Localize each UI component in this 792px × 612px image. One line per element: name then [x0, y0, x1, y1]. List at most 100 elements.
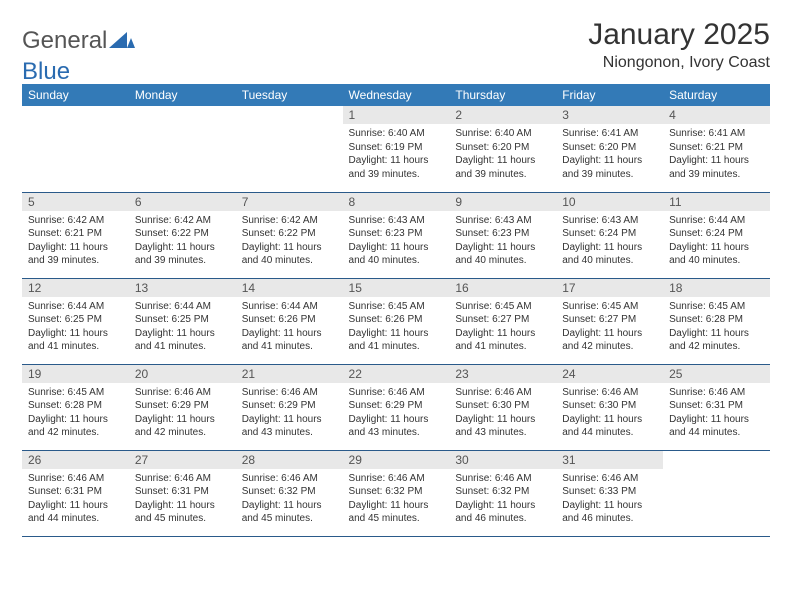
day-number: 9 [449, 193, 556, 211]
calendar-header-row: SundayMondayTuesdayWednesdayThursdayFrid… [22, 84, 770, 106]
day-details: Sunrise: 6:44 AMSunset: 6:25 PMDaylight:… [129, 297, 236, 358]
day-details: Sunrise: 6:43 AMSunset: 6:23 PMDaylight:… [343, 211, 450, 272]
day-number: 2 [449, 106, 556, 124]
calendar-cell: 3Sunrise: 6:41 AMSunset: 6:20 PMDaylight… [556, 106, 663, 192]
calendar-cell: 30Sunrise: 6:46 AMSunset: 6:32 PMDayligh… [449, 450, 556, 536]
calendar-cell [22, 106, 129, 192]
calendar-cell: 23Sunrise: 6:46 AMSunset: 6:30 PMDayligh… [449, 364, 556, 450]
calendar-cell: 2Sunrise: 6:40 AMSunset: 6:20 PMDaylight… [449, 106, 556, 192]
calendar-cell: 13Sunrise: 6:44 AMSunset: 6:25 PMDayligh… [129, 278, 236, 364]
day-details: Sunrise: 6:46 AMSunset: 6:32 PMDaylight:… [343, 469, 450, 530]
day-number: 21 [236, 365, 343, 383]
calendar-cell: 15Sunrise: 6:45 AMSunset: 6:26 PMDayligh… [343, 278, 450, 364]
calendar-cell: 26Sunrise: 6:46 AMSunset: 6:31 PMDayligh… [22, 450, 129, 536]
weekday-header: Thursday [449, 84, 556, 106]
calendar-body: 1Sunrise: 6:40 AMSunset: 6:19 PMDaylight… [22, 106, 770, 536]
calendar-cell: 5Sunrise: 6:42 AMSunset: 6:21 PMDaylight… [22, 192, 129, 278]
day-number: 19 [22, 365, 129, 383]
calendar-cell [129, 106, 236, 192]
weekday-header: Sunday [22, 84, 129, 106]
calendar-cell: 17Sunrise: 6:45 AMSunset: 6:27 PMDayligh… [556, 278, 663, 364]
day-details: Sunrise: 6:46 AMSunset: 6:32 PMDaylight:… [449, 469, 556, 530]
day-details: Sunrise: 6:46 AMSunset: 6:30 PMDaylight:… [449, 383, 556, 444]
day-number: 4 [663, 106, 770, 124]
day-details: Sunrise: 6:45 AMSunset: 6:26 PMDaylight:… [343, 297, 450, 358]
calendar-row: 19Sunrise: 6:45 AMSunset: 6:28 PMDayligh… [22, 364, 770, 450]
day-details: Sunrise: 6:46 AMSunset: 6:29 PMDaylight:… [129, 383, 236, 444]
calendar-cell [236, 106, 343, 192]
logo-text-2: Blue [22, 58, 70, 86]
day-number: 12 [22, 279, 129, 297]
calendar-cell: 4Sunrise: 6:41 AMSunset: 6:21 PMDaylight… [663, 106, 770, 192]
day-details: Sunrise: 6:46 AMSunset: 6:32 PMDaylight:… [236, 469, 343, 530]
calendar-cell [663, 450, 770, 536]
day-details: Sunrise: 6:45 AMSunset: 6:28 PMDaylight:… [22, 383, 129, 444]
calendar-cell: 25Sunrise: 6:46 AMSunset: 6:31 PMDayligh… [663, 364, 770, 450]
day-details: Sunrise: 6:41 AMSunset: 6:20 PMDaylight:… [556, 124, 663, 185]
day-number: 23 [449, 365, 556, 383]
calendar-cell: 9Sunrise: 6:43 AMSunset: 6:23 PMDaylight… [449, 192, 556, 278]
calendar-cell: 22Sunrise: 6:46 AMSunset: 6:29 PMDayligh… [343, 364, 450, 450]
day-number: 3 [556, 106, 663, 124]
calendar-cell: 1Sunrise: 6:40 AMSunset: 6:19 PMDaylight… [343, 106, 450, 192]
day-number: 27 [129, 451, 236, 469]
day-number: 14 [236, 279, 343, 297]
calendar-cell: 31Sunrise: 6:46 AMSunset: 6:33 PMDayligh… [556, 450, 663, 536]
weekday-header: Friday [556, 84, 663, 106]
day-details: Sunrise: 6:41 AMSunset: 6:21 PMDaylight:… [663, 124, 770, 185]
day-number: 13 [129, 279, 236, 297]
page-header: General January 2025 Niongonon, Ivory Co… [22, 18, 770, 72]
logo-icon [109, 26, 135, 55]
title-block: January 2025 Niongonon, Ivory Coast [588, 18, 770, 72]
logo-text-1: General [22, 27, 107, 55]
calendar-cell: 19Sunrise: 6:45 AMSunset: 6:28 PMDayligh… [22, 364, 129, 450]
day-number: 10 [556, 193, 663, 211]
calendar-cell: 8Sunrise: 6:43 AMSunset: 6:23 PMDaylight… [343, 192, 450, 278]
calendar-row: 1Sunrise: 6:40 AMSunset: 6:19 PMDaylight… [22, 106, 770, 192]
day-number: 22 [343, 365, 450, 383]
day-number: 20 [129, 365, 236, 383]
calendar-cell: 11Sunrise: 6:44 AMSunset: 6:24 PMDayligh… [663, 192, 770, 278]
calendar-cell: 28Sunrise: 6:46 AMSunset: 6:32 PMDayligh… [236, 450, 343, 536]
calendar-cell: 21Sunrise: 6:46 AMSunset: 6:29 PMDayligh… [236, 364, 343, 450]
weekday-header: Wednesday [343, 84, 450, 106]
weekday-header: Saturday [663, 84, 770, 106]
day-number: 28 [236, 451, 343, 469]
calendar-row: 12Sunrise: 6:44 AMSunset: 6:25 PMDayligh… [22, 278, 770, 364]
day-details: Sunrise: 6:42 AMSunset: 6:22 PMDaylight:… [129, 211, 236, 272]
calendar-cell: 6Sunrise: 6:42 AMSunset: 6:22 PMDaylight… [129, 192, 236, 278]
day-number: 31 [556, 451, 663, 469]
day-number: 30 [449, 451, 556, 469]
day-details: Sunrise: 6:46 AMSunset: 6:29 PMDaylight:… [236, 383, 343, 444]
day-details: Sunrise: 6:43 AMSunset: 6:23 PMDaylight:… [449, 211, 556, 272]
day-details: Sunrise: 6:40 AMSunset: 6:20 PMDaylight:… [449, 124, 556, 185]
day-number: 15 [343, 279, 450, 297]
day-number: 6 [129, 193, 236, 211]
calendar-cell: 7Sunrise: 6:42 AMSunset: 6:22 PMDaylight… [236, 192, 343, 278]
weekday-header: Monday [129, 84, 236, 106]
calendar-cell: 14Sunrise: 6:44 AMSunset: 6:26 PMDayligh… [236, 278, 343, 364]
day-details: Sunrise: 6:45 AMSunset: 6:27 PMDaylight:… [449, 297, 556, 358]
calendar-cell: 16Sunrise: 6:45 AMSunset: 6:27 PMDayligh… [449, 278, 556, 364]
day-number: 25 [663, 365, 770, 383]
day-details: Sunrise: 6:46 AMSunset: 6:30 PMDaylight:… [556, 383, 663, 444]
calendar-cell: 12Sunrise: 6:44 AMSunset: 6:25 PMDayligh… [22, 278, 129, 364]
calendar-cell: 27Sunrise: 6:46 AMSunset: 6:31 PMDayligh… [129, 450, 236, 536]
calendar-cell: 18Sunrise: 6:45 AMSunset: 6:28 PMDayligh… [663, 278, 770, 364]
day-number: 1 [343, 106, 450, 124]
logo: General [22, 18, 137, 55]
day-details: Sunrise: 6:40 AMSunset: 6:19 PMDaylight:… [343, 124, 450, 185]
calendar-cell: 20Sunrise: 6:46 AMSunset: 6:29 PMDayligh… [129, 364, 236, 450]
day-details: Sunrise: 6:46 AMSunset: 6:31 PMDaylight:… [22, 469, 129, 530]
day-details: Sunrise: 6:46 AMSunset: 6:29 PMDaylight:… [343, 383, 450, 444]
day-details: Sunrise: 6:44 AMSunset: 6:25 PMDaylight:… [22, 297, 129, 358]
day-details: Sunrise: 6:46 AMSunset: 6:31 PMDaylight:… [663, 383, 770, 444]
calendar-cell: 24Sunrise: 6:46 AMSunset: 6:30 PMDayligh… [556, 364, 663, 450]
weekday-header: Tuesday [236, 84, 343, 106]
day-number: 24 [556, 365, 663, 383]
day-number: 26 [22, 451, 129, 469]
page-title: January 2025 [588, 18, 770, 52]
day-details: Sunrise: 6:45 AMSunset: 6:27 PMDaylight:… [556, 297, 663, 358]
day-number: 16 [449, 279, 556, 297]
page-subtitle: Niongonon, Ivory Coast [588, 54, 770, 72]
